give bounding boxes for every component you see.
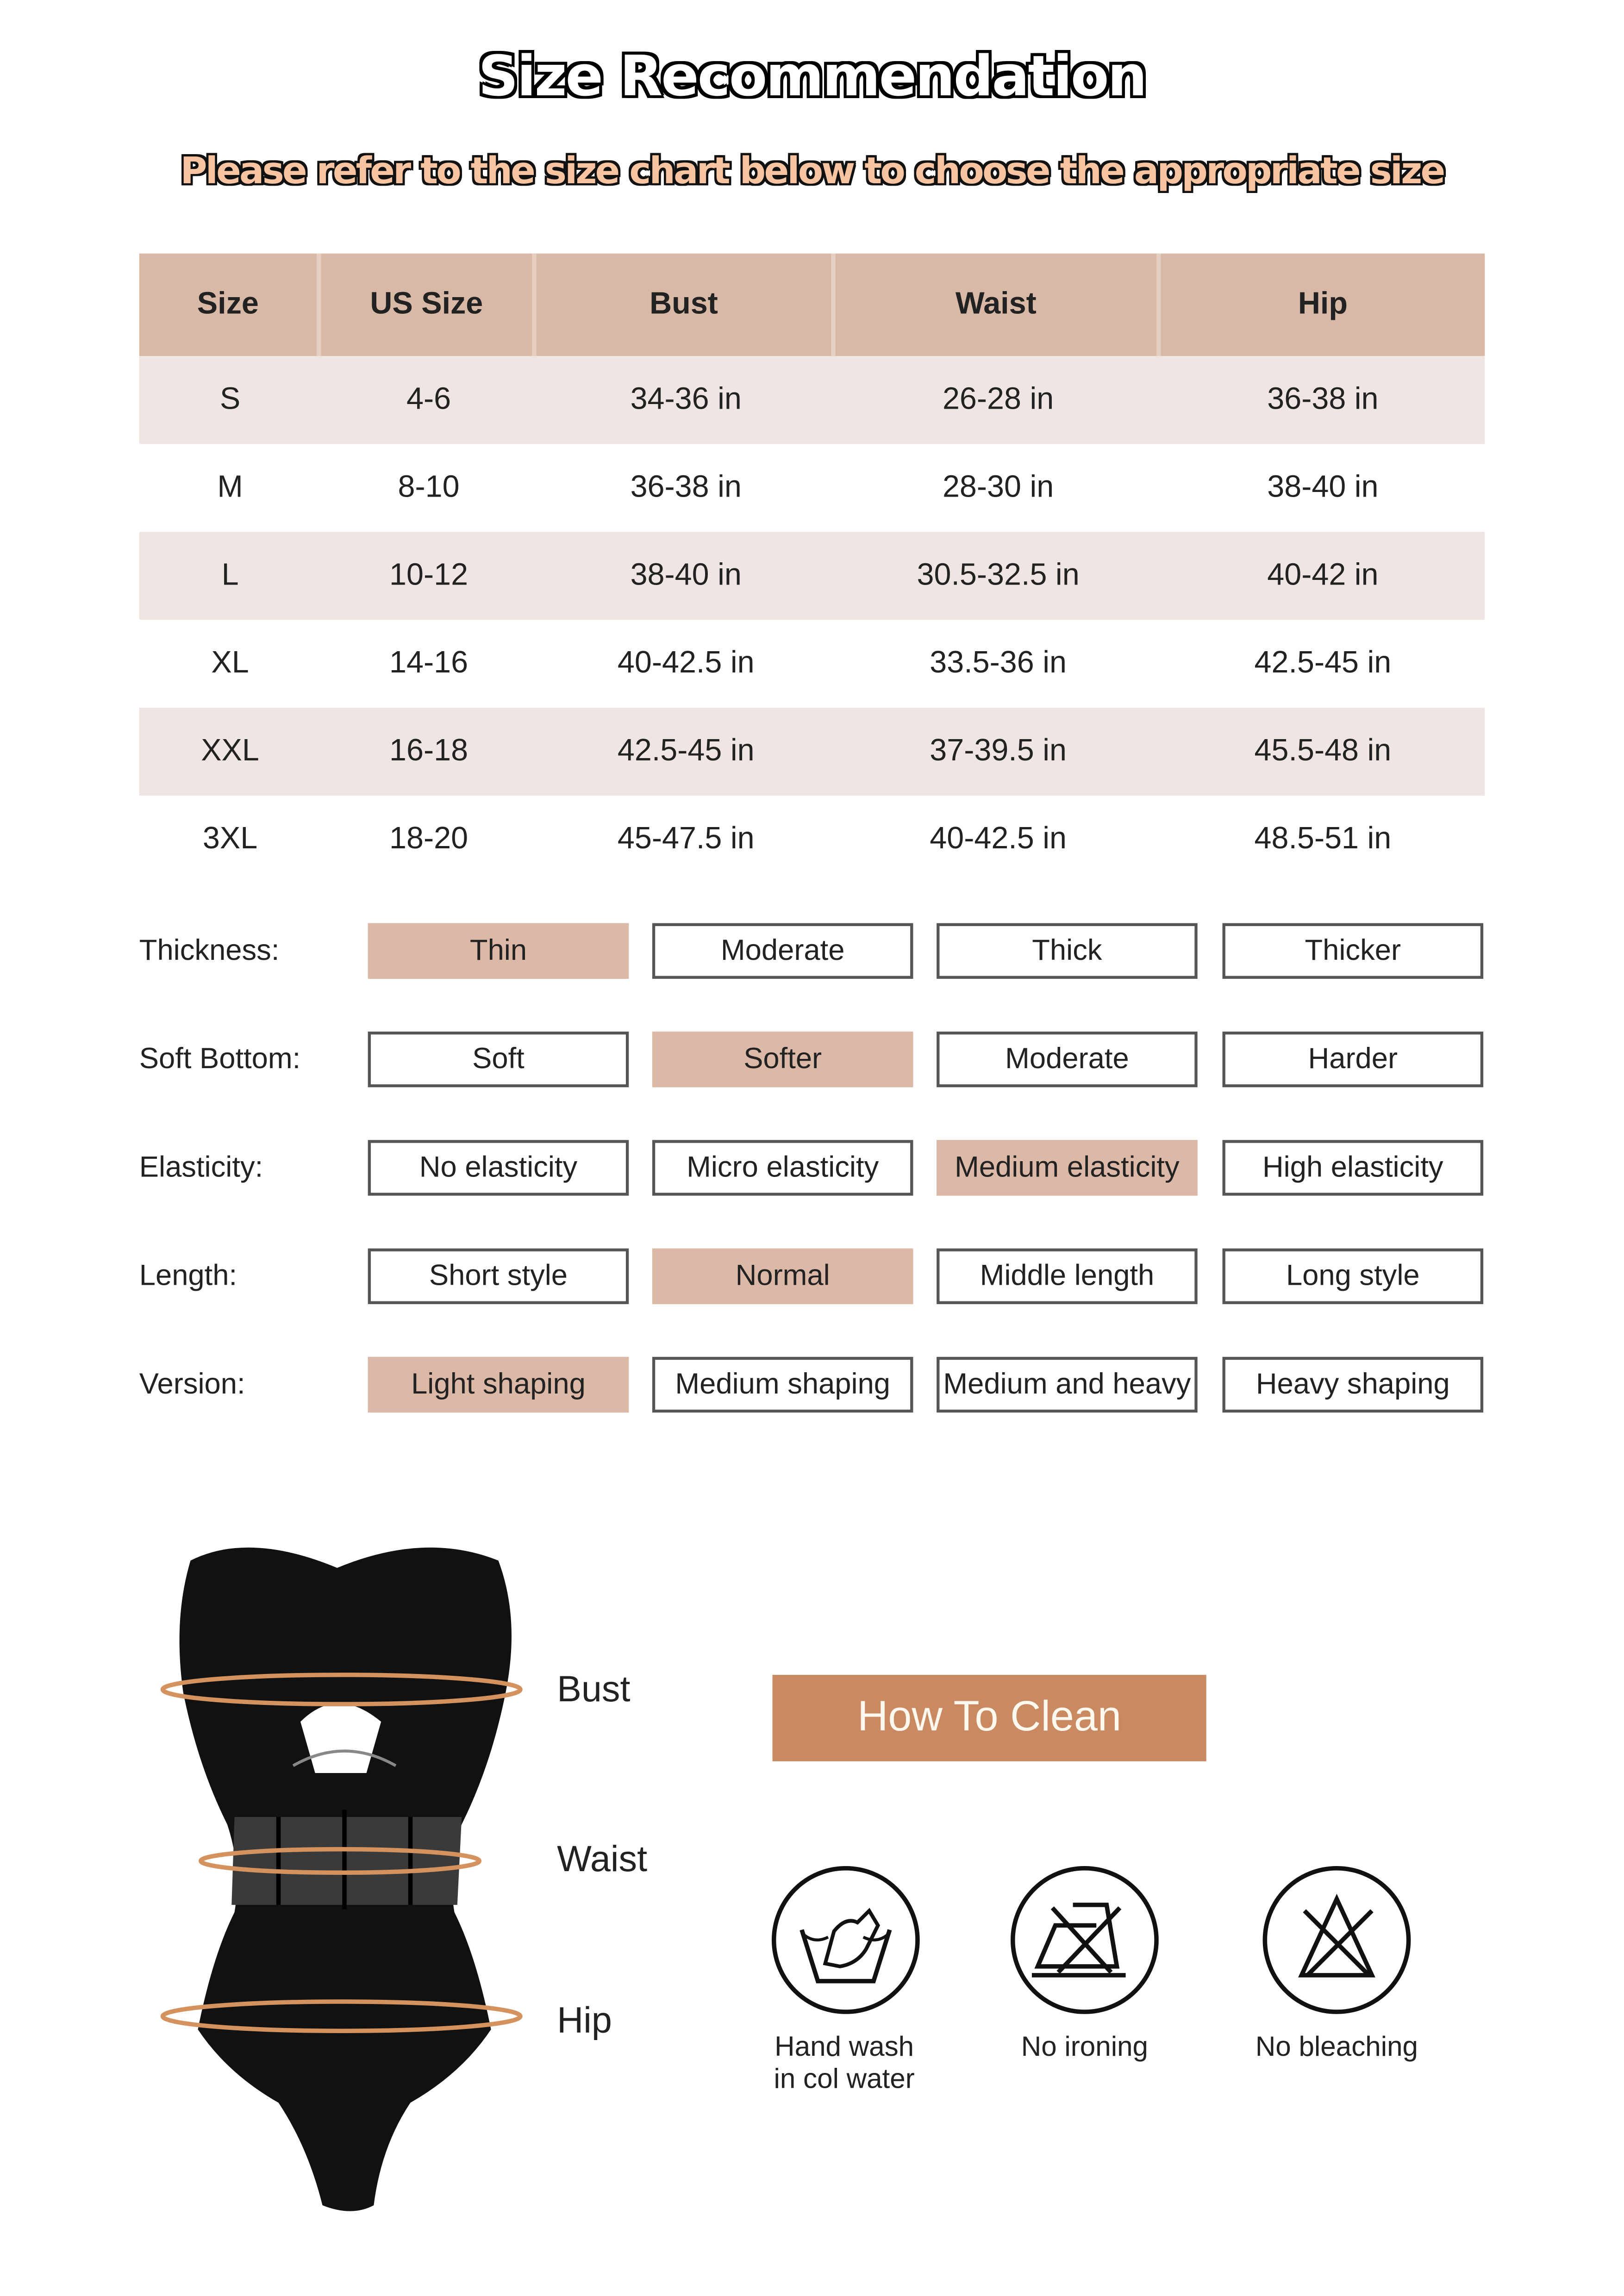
table-cell: 48.5-51 in [1254, 822, 1392, 856]
attribute-option: Harder [1222, 1031, 1484, 1088]
attribute-label: Soft Bottom: [139, 1043, 301, 1076]
table-cell: 3XL [202, 822, 258, 856]
page-title: Size Recommendation [478, 44, 1147, 109]
attribute-option: Short style [368, 1248, 629, 1304]
header-cell: Bust [537, 253, 836, 356]
waist-label: Waist [557, 1839, 648, 1880]
table-cell: 4-6 [406, 382, 451, 417]
size-table: Size US Size Bust Waist Hip S 4-6 34-36 in… [139, 253, 1485, 884]
attribute-option: Medium and heavy [937, 1356, 1198, 1413]
attribute-option: Thin [368, 923, 629, 979]
attribute-option: Thicker [1222, 923, 1484, 979]
table-row: XXL 16-18 42.5-45 in 37-39.5 in 45.5-48 in [139, 708, 1485, 796]
attribute-label: Version: [139, 1369, 245, 1401]
table-cell: 16-18 [389, 734, 468, 768]
table-cell: 42.5-45 in [617, 734, 755, 768]
table-cell: 8-10 [398, 470, 460, 504]
attribute-label: Length: [139, 1260, 237, 1293]
no-bleaching-icon [1262, 1866, 1411, 2014]
table-cell: 18-20 [389, 822, 468, 856]
page-subtitle: Please refer to the size chart below to … [180, 149, 1446, 192]
attribute-row: Thickness: Thin Moderate Thick Thicker [139, 923, 1485, 982]
attribute-option: Heavy shaping [1222, 1356, 1484, 1413]
table-cell: 40-42.5 in [930, 822, 1067, 856]
hand-wash-icon [771, 1866, 920, 2014]
attribute-option: No elasticity [368, 1140, 629, 1196]
attribute-option: Middle length [937, 1248, 1198, 1304]
no-ironing-label: No ironing [1021, 2032, 1148, 2063]
table-cell: 36-38 in [630, 470, 742, 504]
table-cell: 33.5-36 in [930, 646, 1067, 680]
attribute-option: Medium shaping [652, 1356, 913, 1413]
table-row: S 4-6 34-36 in 26-28 in 36-38 in [139, 356, 1485, 444]
table-cell: 38-40 in [1267, 470, 1379, 504]
table-cell: S [219, 382, 241, 417]
attribute-option: Softer [652, 1031, 913, 1088]
header-cell: US Size [321, 253, 537, 356]
attribute-label: Thickness: [139, 934, 280, 967]
attribute-label: Elasticity: [139, 1151, 263, 1184]
attribute-option: Moderate [937, 1031, 1198, 1088]
table-cell: 40-42 in [1267, 558, 1379, 592]
table-cell: 28-30 in [942, 470, 1054, 504]
table-row: M 8-10 36-38 in 28-30 in 38-40 in [139, 444, 1485, 532]
hand-wash-label: Hand wash in col water [774, 2032, 915, 2096]
attribute-option: Moderate [652, 923, 913, 979]
table-row: XL 14-16 40-42.5 in 33.5-36 in 42.5-45 in [139, 620, 1485, 708]
table-cell: XL [211, 646, 249, 680]
table-cell: 26-28 in [942, 382, 1054, 417]
header-cell: Hip [1298, 287, 1348, 321]
table-cell: 14-16 [389, 646, 468, 680]
attribute-option: Long style [1222, 1248, 1484, 1304]
table-cell: 45.5-48 in [1254, 734, 1392, 768]
measurement-rings [160, 1673, 523, 2033]
header-cell: Size [139, 253, 321, 356]
table-cell: 37-39.5 in [930, 734, 1067, 768]
table-cell: 45-47.5 in [617, 822, 755, 856]
no-bleaching-label: No bleaching [1255, 2032, 1418, 2063]
waist-ring [199, 1847, 482, 1875]
attribute-option: Light shaping [368, 1356, 629, 1413]
attribute-row: Length: Short style Normal Middle length Lon… [139, 1248, 1485, 1307]
table-cell: 40-42.5 in [617, 646, 755, 680]
bodysuit-image [179, 1547, 512, 2211]
attribute-option: High elasticity [1222, 1140, 1484, 1196]
attribute-row: Soft Bottom: Soft Softer Moderate Harder [139, 1031, 1485, 1090]
hip-ring [160, 1999, 523, 2033]
table-row: L 10-12 38-40 in 30.5-32.5 in 40-42 in [139, 532, 1485, 620]
table-header: Size US Size Bust Waist Hip [139, 253, 1485, 356]
header-cell: Waist [836, 253, 1161, 356]
attribute-option: Thick [937, 923, 1198, 979]
table-cell: L [221, 558, 239, 592]
attribute-option: Medium elasticity [937, 1140, 1198, 1196]
table-cell: 30.5-32.5 in [917, 558, 1080, 592]
how-to-clean-banner: How To Clean [772, 1674, 1206, 1761]
table-cell: 38-40 in [630, 558, 742, 592]
hip-label: Hip [557, 2000, 612, 2041]
attribute-row: Version: Light shaping Medium shaping Mediu… [139, 1356, 1485, 1416]
bust-label: Bust [557, 1669, 631, 1710]
table-cell: XXL [201, 734, 259, 768]
attribute-row: Elasticity: No elasticity Micro elasticity… [139, 1140, 1485, 1199]
table-row: 3XL 18-20 45-47.5 in 40-42.5 in 48.5-51 in [139, 796, 1485, 884]
attribute-option: Micro elasticity [652, 1140, 913, 1196]
table-cell: 36-38 in [1267, 382, 1379, 417]
table-cell: 10-12 [389, 558, 468, 592]
bust-ring [160, 1673, 523, 1706]
table-cell: 34-36 in [630, 382, 742, 417]
table-cell: 42.5-45 in [1254, 646, 1392, 680]
table-cell: M [217, 470, 243, 504]
attribute-option: Soft [368, 1031, 629, 1088]
attribute-option: Normal [652, 1248, 913, 1304]
no-ironing-icon [1011, 1866, 1159, 2014]
